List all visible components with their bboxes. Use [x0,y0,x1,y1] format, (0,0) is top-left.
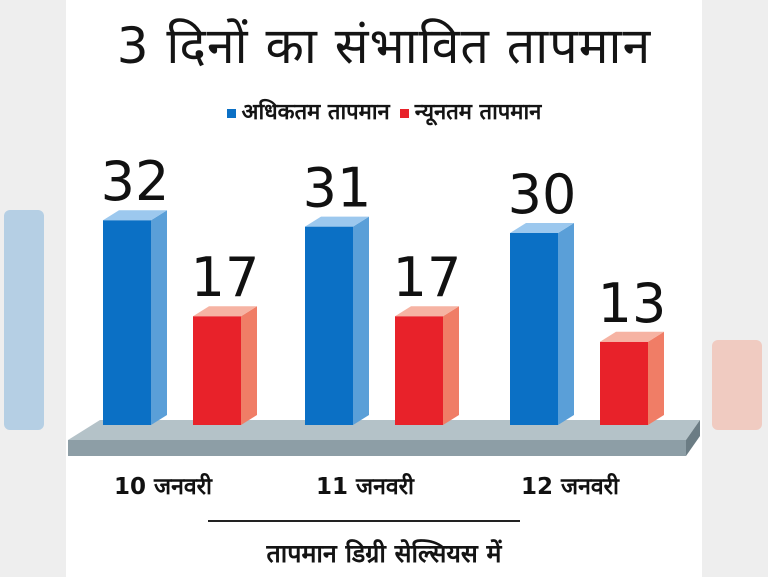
category-label: 10 जनवरी [114,472,213,500]
bar-max-front [510,233,558,425]
category-label: 11 जनवरी [316,472,415,500]
bar-min-top [395,306,459,317]
bar-min-front [193,316,241,425]
legend-swatch-min [399,108,409,118]
bar-max-front [305,226,353,425]
bar-max-top [103,210,167,221]
axis-title-rule [208,520,520,522]
data-label: 30 [508,163,577,226]
data-label: 17 [191,246,260,309]
bar-min-front [395,316,443,425]
bar-min-top [600,331,664,342]
bar-max-top [510,223,574,233]
bar-min-side [241,306,257,425]
bar-min-front [600,341,648,425]
chart-card [66,0,702,577]
axis-title: तापमान डिग्री सेल्सियस में [266,539,502,568]
data-label: 31 [303,157,372,220]
bar-max-side [353,216,369,425]
bar-max-front [103,220,151,425]
legend-label-min: न्यूनतम तापमान [414,100,542,125]
background-blur-shape [712,340,762,430]
legend-swatch-max [226,108,236,118]
legend: अधिकतम तापमान न्यूनतम तापमान [0,96,768,126]
bar-min-side [648,331,664,425]
chart-title: 3 दिनों का संभावित तापमान [116,17,652,75]
bar-max-side [151,210,167,425]
floor-front [68,440,686,456]
data-label: 13 [598,272,667,335]
data-label: 17 [393,246,462,309]
bar-min-side [443,306,459,425]
legend-label-max: अधिकतम तापमान [241,100,390,125]
background-blur-shape [4,210,44,430]
background-left [0,0,66,577]
bar-min-top [193,306,257,317]
floor-side [686,420,700,456]
bar-max-top [305,216,369,227]
bar-max-side [558,223,574,425]
category-label: 12 जनवरी [521,472,620,500]
background-right [702,0,768,577]
data-label: 32 [101,150,170,213]
